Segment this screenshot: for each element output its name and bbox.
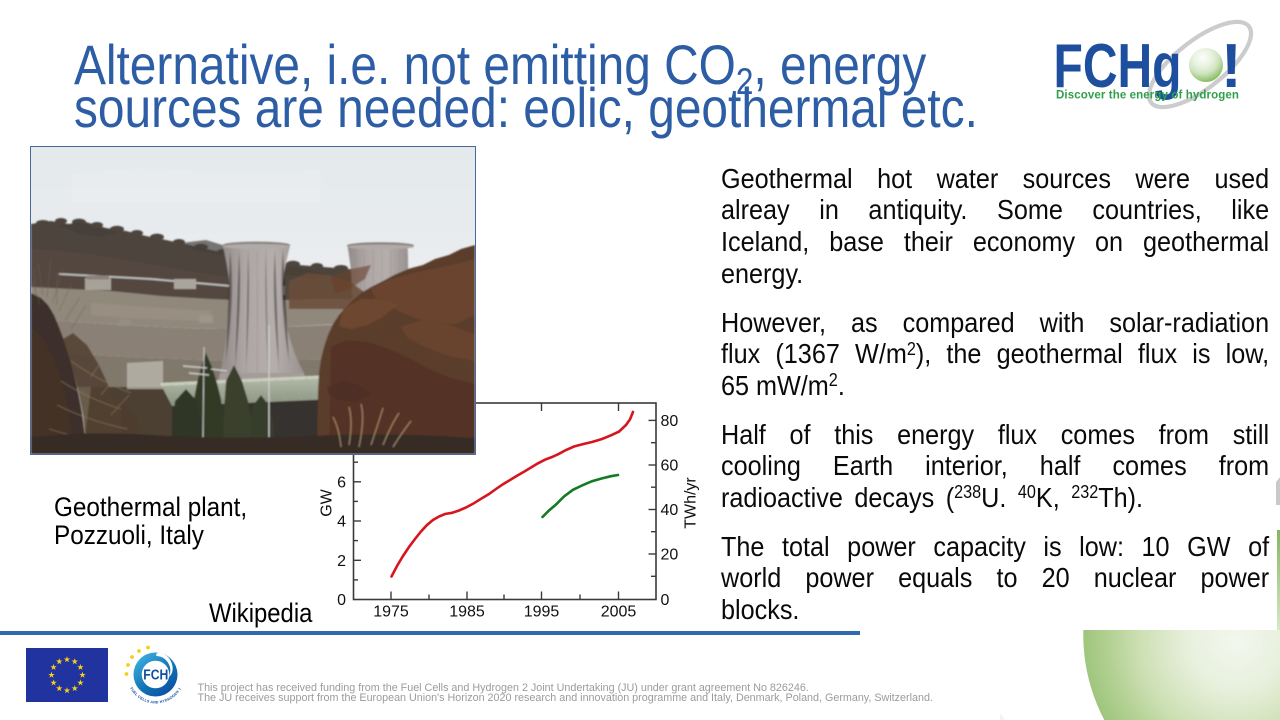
svg-text:FCHg: FCHg (1054, 32, 1182, 101)
svg-text:1985: 1985 (449, 604, 485, 621)
svg-text:60: 60 (661, 458, 679, 475)
svg-text:Discover the energy of hydroge: Discover the energy of hydrogen (1056, 89, 1239, 102)
svg-text:2: 2 (337, 553, 346, 570)
svg-text:4: 4 (337, 514, 346, 531)
svg-text:TWh/yr: TWh/yr (683, 477, 700, 529)
svg-text:FCH: FCH (143, 667, 168, 683)
svg-text:1975: 1975 (373, 604, 409, 621)
svg-text:80: 80 (661, 413, 679, 430)
svg-text:6: 6 (337, 474, 346, 491)
svg-text:40: 40 (661, 502, 679, 519)
svg-text:GW: GW (319, 488, 336, 516)
svg-text:!: ! (1221, 32, 1242, 101)
svg-text:1995: 1995 (524, 604, 560, 621)
svg-text:0: 0 (661, 592, 670, 609)
svg-text:0: 0 (337, 592, 346, 609)
svg-text:2005: 2005 (601, 604, 637, 621)
svg-text:20: 20 (661, 547, 679, 564)
